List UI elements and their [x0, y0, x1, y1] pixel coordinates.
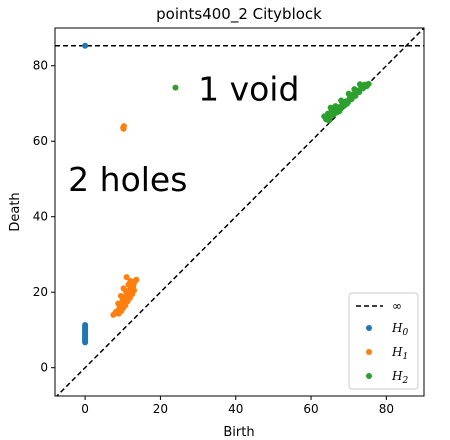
y-axis-label: Death	[8, 192, 23, 231]
y-tick-label: 60	[33, 134, 48, 148]
x-tick-label: 60	[303, 402, 318, 416]
x-tick-label: 0	[81, 402, 89, 416]
point-h2	[338, 97, 345, 104]
y-tick-label: 20	[33, 285, 48, 299]
plot-area	[55, 28, 424, 396]
x-axis-label: Birth	[223, 425, 254, 440]
legend-h2-label: H2	[391, 369, 408, 386]
y-tick-label: 0	[40, 361, 48, 375]
point-h1	[130, 283, 137, 290]
axis-ticks: 0 20 40 60 80 0 20 40 60 80	[33, 59, 394, 416]
legend-infinity-label: ∞	[392, 299, 402, 313]
y-tick-label: 80	[33, 59, 48, 73]
legend-h1-marker	[366, 349, 372, 355]
point-h2	[351, 86, 358, 93]
legend-box	[348, 292, 419, 390]
point-h1	[117, 292, 124, 299]
plot-frame	[54, 27, 425, 397]
legend-h0-label: H0	[391, 321, 408, 338]
point-h2	[336, 108, 343, 115]
point-h2	[356, 89, 363, 96]
point-h2	[356, 81, 363, 88]
point-h2	[352, 92, 359, 99]
point-h0	[82, 322, 89, 329]
point-h2	[365, 80, 372, 87]
legend: ∞ H0 H1 H2	[348, 292, 419, 390]
legend-h1-label: H1	[391, 345, 408, 362]
point-h2	[345, 90, 352, 97]
point-h1	[115, 300, 122, 307]
point-h1	[123, 274, 130, 281]
legend-h2-marker	[366, 373, 372, 379]
plot-marks	[55, 28, 424, 396]
point-h1	[120, 124, 127, 131]
point-h1	[133, 276, 140, 283]
annotation-holes: 2 holes	[68, 160, 187, 199]
point-h1	[112, 308, 119, 315]
x-tick-label: 40	[228, 402, 243, 416]
annotation-void: 1 void	[198, 69, 299, 108]
point-h2	[172, 84, 179, 91]
point-h2	[326, 117, 333, 124]
legend-h0-marker	[366, 325, 372, 331]
x-tick-label: 20	[153, 402, 168, 416]
point-h0	[82, 42, 89, 49]
x-tick-label: 80	[379, 402, 394, 416]
point-h2	[343, 100, 350, 107]
point-h1	[122, 288, 129, 295]
y-tick-label: 40	[33, 210, 48, 224]
chart-title: points400_2 Cityblock	[156, 5, 322, 24]
point-h2	[327, 104, 334, 111]
point-h1	[125, 281, 132, 288]
point-h2	[332, 103, 339, 110]
